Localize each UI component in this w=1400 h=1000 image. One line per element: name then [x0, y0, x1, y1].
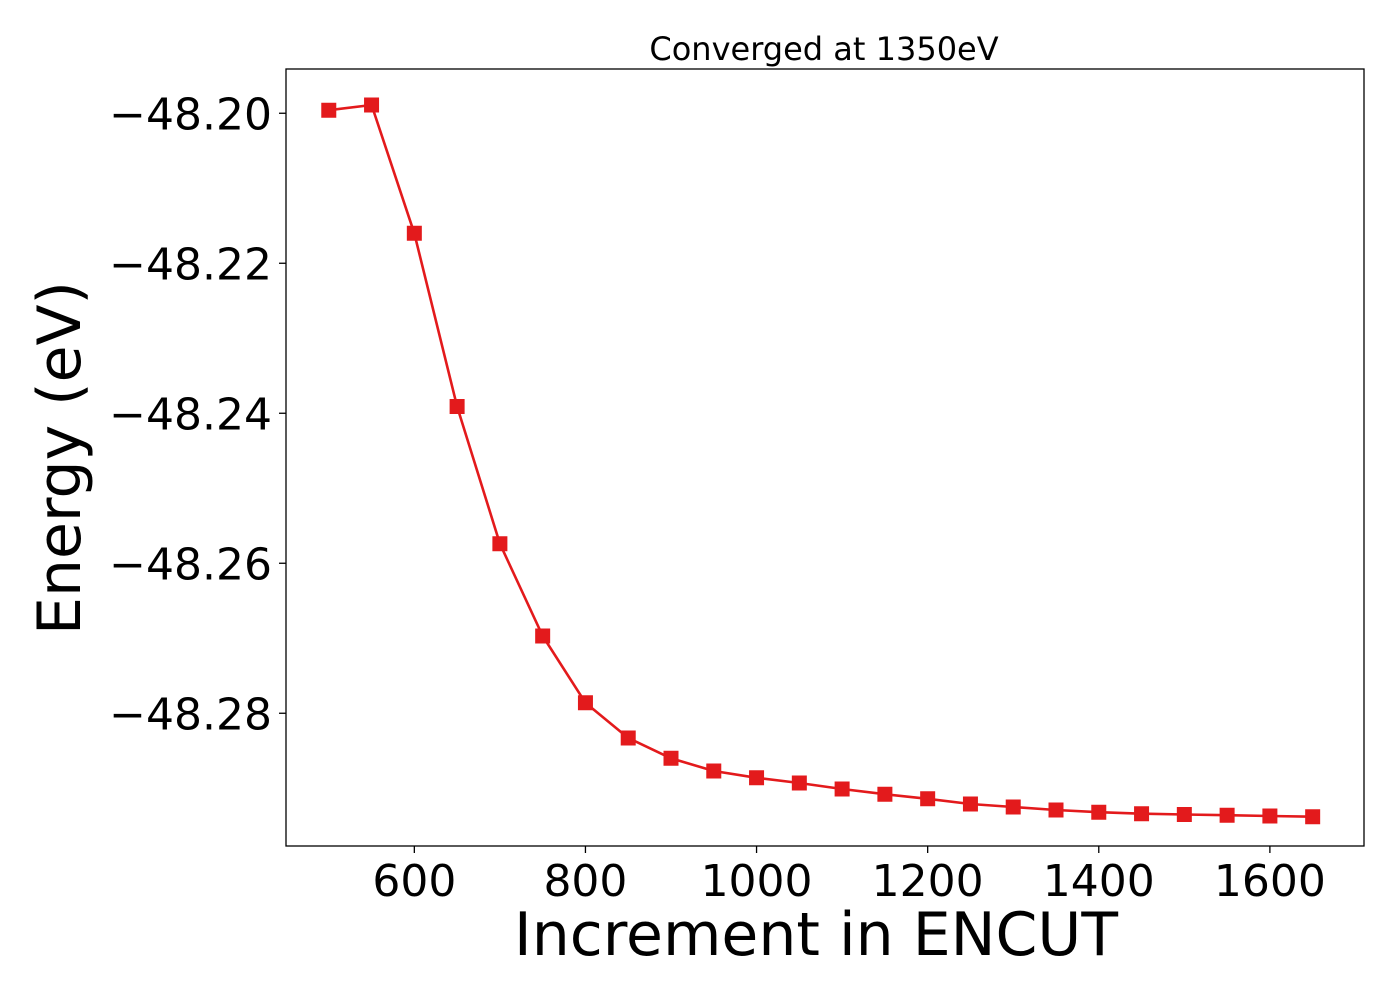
- x-tick-label: 1400: [1043, 856, 1155, 907]
- data-point-marker: [1305, 809, 1321, 825]
- data-point-marker: [920, 791, 936, 807]
- data-point-marker: [834, 781, 850, 797]
- data-point-marker: [791, 775, 807, 791]
- data-point-marker: [577, 695, 593, 711]
- data-point-marker: [1262, 808, 1278, 824]
- data-point-marker: [449, 399, 465, 414]
- y-tick-label: −48.22: [109, 239, 272, 290]
- data-point-marker: [1048, 802, 1064, 818]
- data-point-marker: [962, 796, 978, 812]
- x-axis-title: Increment in ENCUT: [514, 900, 1118, 970]
- y-tick-label: −48.24: [109, 389, 272, 440]
- x-tick-label: 800: [543, 856, 627, 907]
- data-point-marker: [1134, 806, 1150, 822]
- x-tick-label: 1200: [872, 856, 984, 907]
- data-point-marker: [620, 730, 636, 746]
- data-point-marker: [364, 97, 380, 113]
- data-point-marker: [1176, 807, 1192, 822]
- data-point-marker: [1219, 807, 1235, 823]
- series-line: [328, 103, 1313, 818]
- data-point-marker: [492, 536, 508, 552]
- data-point-marker: [406, 225, 422, 241]
- data-point-marker: [321, 102, 337, 118]
- x-tick-label: 1600: [1214, 856, 1326, 907]
- data-point-marker: [749, 770, 765, 786]
- x-tick-label: 600: [372, 856, 456, 907]
- plot-frame: [285, 68, 1365, 847]
- data-point-marker: [535, 628, 551, 644]
- data-point-marker: [706, 763, 722, 779]
- data-point-marker: [1005, 799, 1021, 815]
- x-tick-label: 1000: [701, 856, 813, 907]
- data-point-marker: [877, 786, 893, 802]
- y-tick-label: −48.28: [109, 689, 272, 740]
- plot-area: 600 800 1000 1200 1400 1600 −48.20 −48.22 −48.24…: [109, 68, 1365, 907]
- data-point-marker: [1091, 804, 1107, 820]
- chart-title: Converged at 1350eV: [649, 30, 998, 68]
- y-tick-label: −48.20: [109, 89, 272, 140]
- y-axis-title: Energy (eV): [25, 281, 95, 635]
- data-point-marker: [663, 750, 679, 766]
- y-tick-label: −48.26: [109, 539, 272, 590]
